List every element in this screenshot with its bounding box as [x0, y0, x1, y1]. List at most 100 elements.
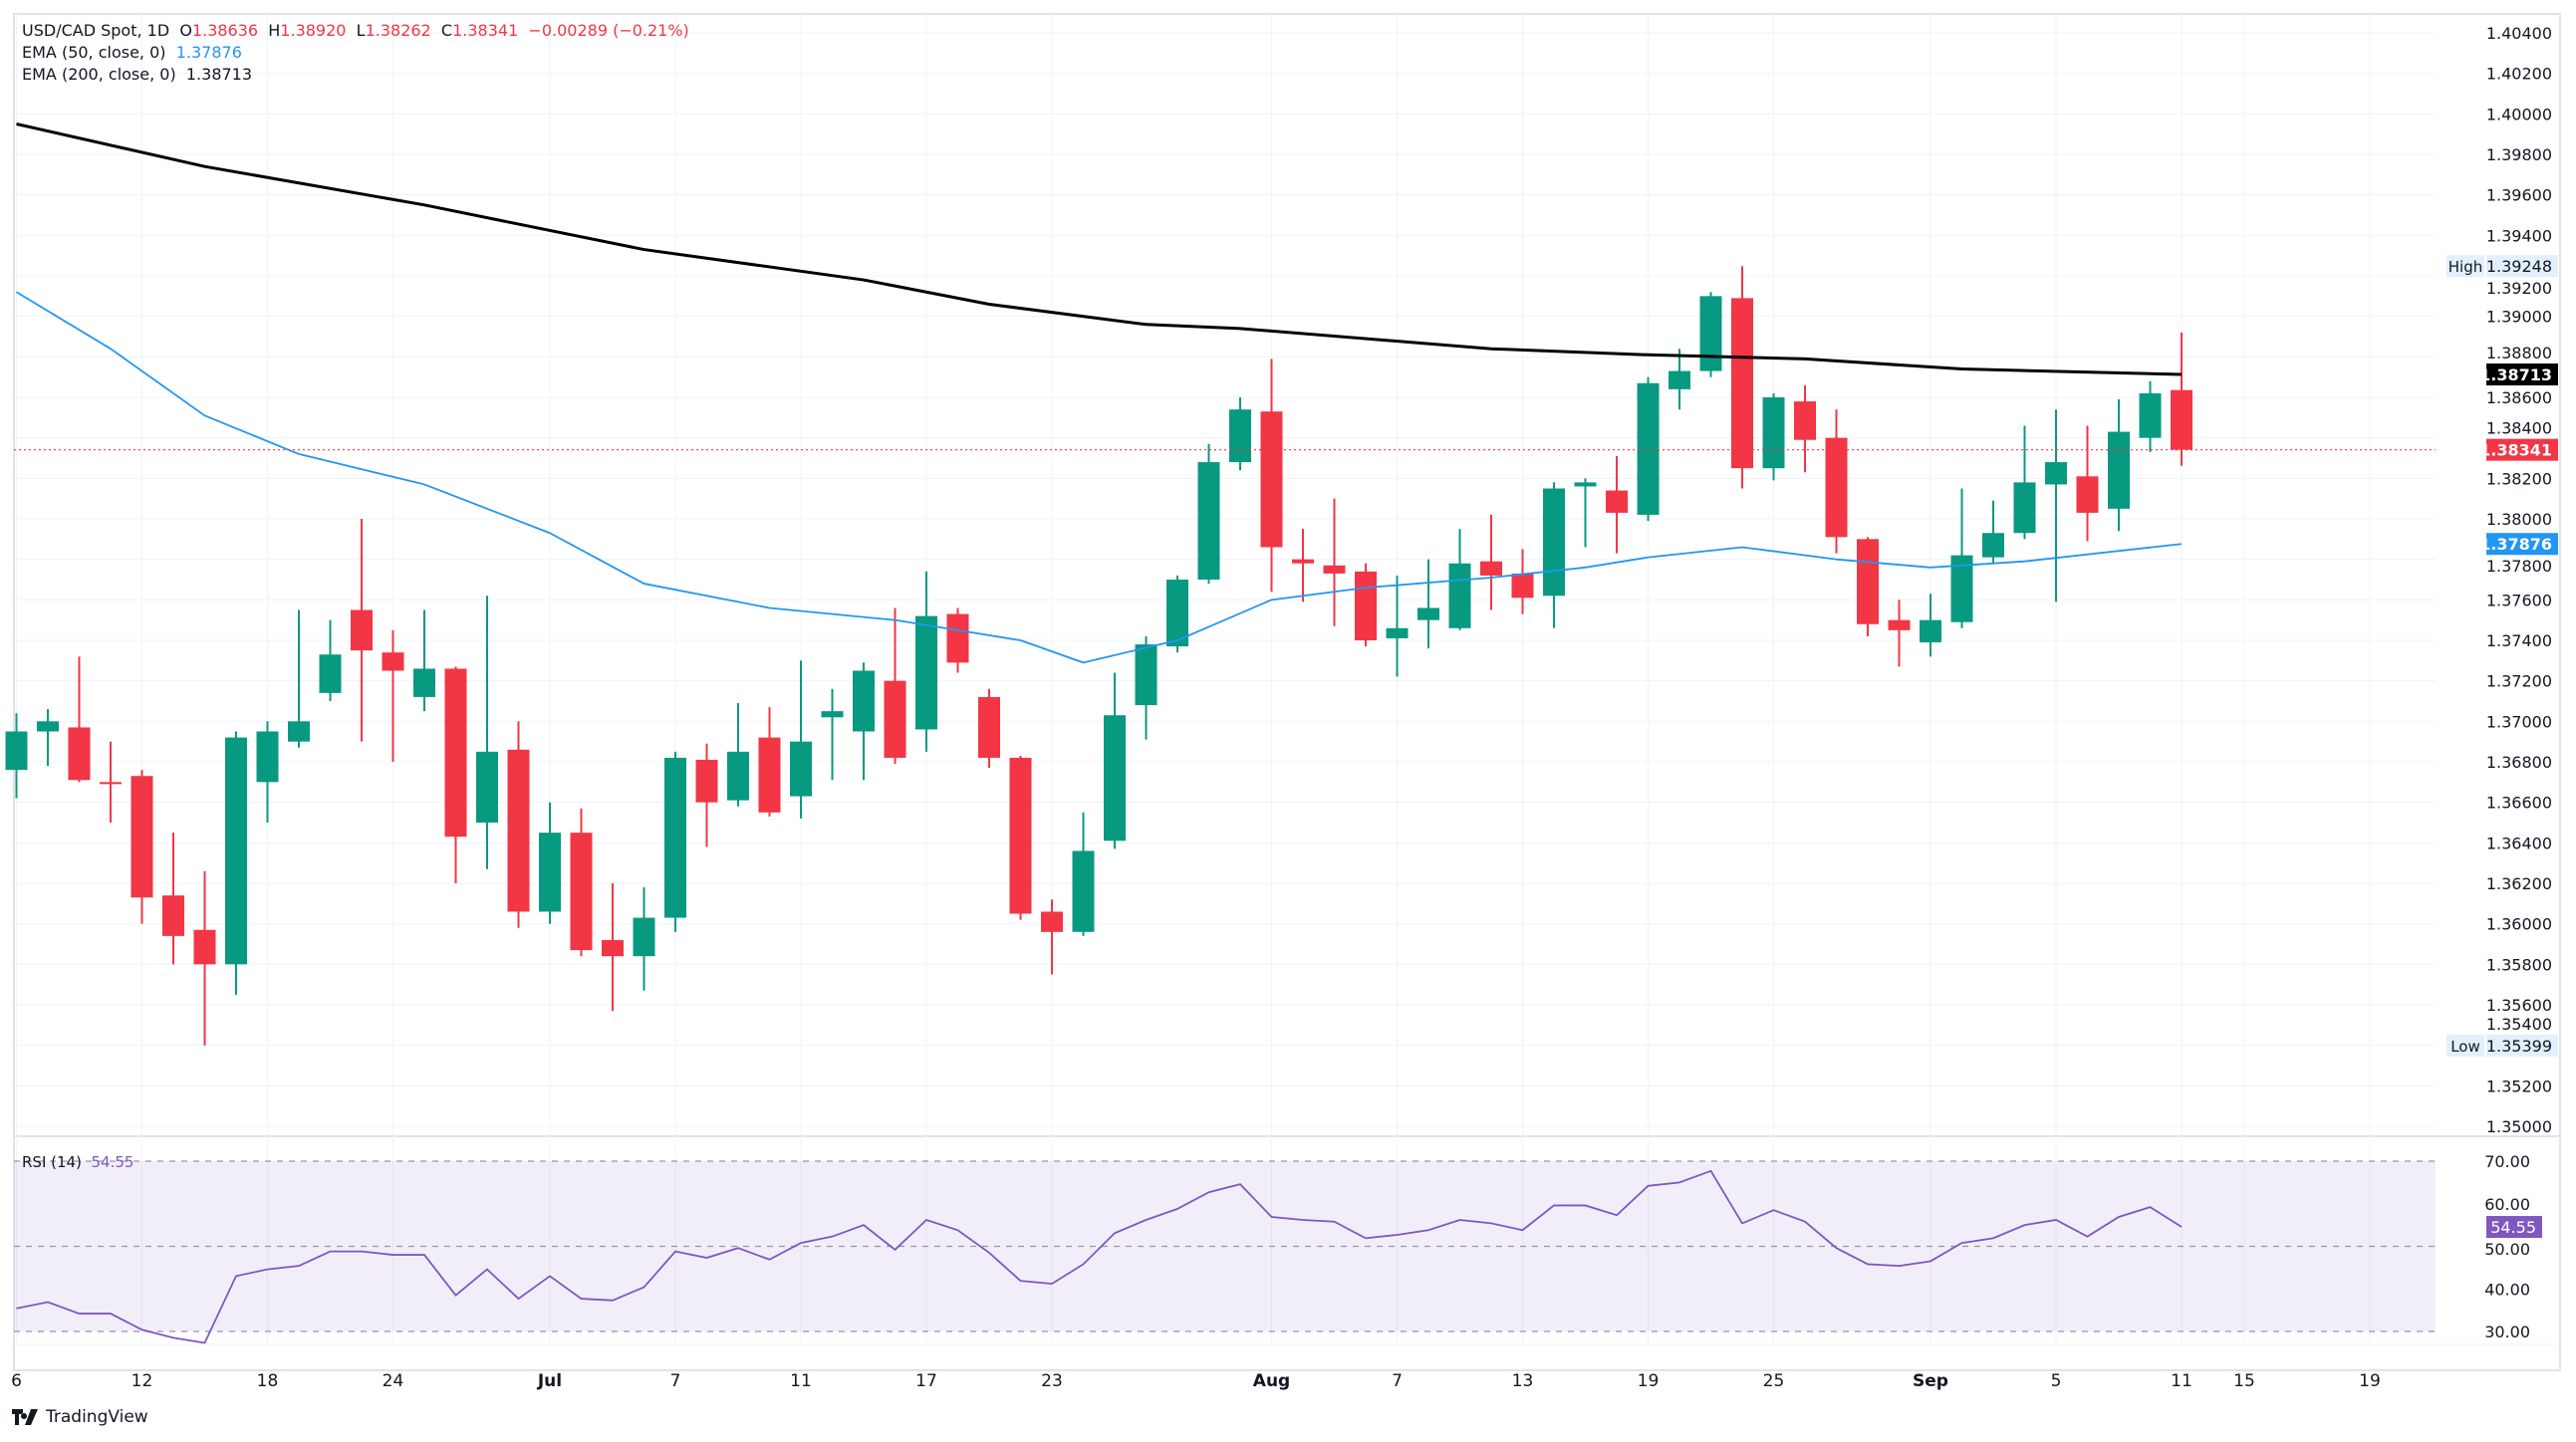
candle-body — [130, 776, 153, 898]
rsi-badge-bg — [2486, 1216, 2542, 1239]
candle-body — [946, 613, 969, 663]
candle — [790, 660, 812, 819]
candle-body — [1292, 559, 1314, 564]
candle-body — [1386, 627, 1409, 638]
candle — [821, 688, 844, 781]
candle — [2013, 425, 2036, 540]
candle — [1699, 292, 1722, 377]
candle-body — [444, 668, 467, 838]
time-tick-label: 24 — [383, 1371, 404, 1391]
candle — [1041, 899, 1063, 975]
rsi-pane — [14, 1160, 2436, 1344]
candle-body — [1072, 850, 1095, 932]
candle-body — [2108, 431, 2130, 509]
candle-body — [1417, 607, 1439, 620]
candle-body — [225, 737, 247, 965]
price-badge-bg — [2486, 438, 2558, 461]
low-marker-value: 1.35399 — [2486, 1037, 2552, 1056]
candle — [1386, 575, 1409, 677]
time-tick-label: 15 — [2233, 1371, 2255, 1391]
low-marker-label-bg — [2447, 1034, 2484, 1057]
candle — [2076, 425, 2099, 542]
rsi-tick-label: 70.00 — [2484, 1152, 2530, 1171]
time-tick-label: 19 — [2359, 1371, 2381, 1391]
candle-body — [1323, 565, 1346, 574]
close-value: 1.38341 — [452, 21, 519, 40]
candle — [1543, 482, 1565, 628]
candle — [162, 833, 184, 965]
candle — [5, 713, 28, 799]
candle-body — [1009, 757, 1032, 914]
ema200-line — [16, 122, 2183, 376]
candle-body — [5, 731, 28, 771]
ema200-value: 1.38713 — [185, 65, 253, 84]
candle — [1606, 455, 1628, 554]
candle-body — [1260, 411, 1283, 548]
candle-body — [1699, 296, 1722, 371]
candle-body — [1041, 911, 1063, 932]
candle-body — [1857, 539, 1879, 624]
candle-body — [821, 711, 844, 718]
candle-body — [1825, 437, 1848, 538]
rsi-value: 54.55 — [91, 1153, 134, 1171]
candle — [853, 662, 875, 781]
tradingview-logo[interactable]: TradingView — [12, 1407, 148, 1427]
candle — [1104, 672, 1126, 849]
candle-body — [476, 751, 498, 823]
price-axis[interactable]: 1.40400 1.40200 1.40000 1.39800 1.39600 1.394… — [2447, 24, 2558, 1341]
candle-body — [2171, 389, 2192, 450]
candle — [2045, 409, 2067, 602]
candle-body — [413, 668, 435, 697]
candle-body — [351, 609, 373, 651]
candle — [884, 607, 906, 765]
candle-body — [790, 741, 812, 797]
candle — [1731, 266, 1753, 489]
candle — [915, 571, 937, 752]
ema200-legend: EMA (200, close, 0) 1.38713 — [22, 64, 689, 86]
candle — [539, 802, 561, 924]
candle-body — [1355, 571, 1377, 640]
price-tick-label: 1.35600 — [2486, 996, 2552, 1015]
candle-body — [1606, 490, 1628, 513]
candle-body — [758, 737, 781, 813]
price-tick-label: 1.39200 — [2486, 279, 2552, 298]
candle — [1637, 376, 1660, 522]
high-marker-value: 1.39248 — [2486, 257, 2552, 276]
candle-body — [507, 749, 530, 912]
time-tick-label: 19 — [1638, 1371, 1660, 1391]
rsi-tick-label: 30.00 — [2484, 1322, 2530, 1341]
candles — [5, 266, 2192, 1046]
ema50-line — [16, 291, 2183, 664]
close-label: C — [440, 21, 453, 40]
time-tick-label: 11 — [2171, 1371, 2192, 1391]
time-tick-label: 7 — [1392, 1371, 1403, 1391]
price-badge: 1.38713 — [2479, 365, 2552, 384]
candle — [1229, 397, 1251, 471]
price-tick-label: 1.36600 — [2486, 794, 2552, 813]
time-tick-label: 7 — [670, 1371, 681, 1391]
candle-body — [37, 721, 59, 732]
candle — [2139, 380, 2162, 452]
candle-body — [1982, 533, 2004, 558]
price-tick-label: 1.39800 — [2486, 145, 2552, 164]
candle — [1417, 559, 1439, 649]
time-tick-label: Jul — [537, 1371, 562, 1391]
candle-body — [1920, 619, 1941, 643]
candle-body — [100, 782, 122, 785]
candle — [1762, 392, 1785, 481]
chart-legend: USD/CAD Spot, 1D O1.38636 H1.38920 L1.38… — [22, 20, 689, 86]
candle-body — [915, 615, 937, 730]
price-tick-label: 1.40000 — [2486, 105, 2552, 123]
high-label: H — [268, 21, 281, 40]
candle — [351, 519, 373, 742]
price-tick-label: 1.36200 — [2486, 874, 2552, 893]
candle — [1292, 529, 1314, 602]
price-tick-label: 1.37800 — [2486, 557, 2552, 576]
time-axis[interactable]: 6 12 18 24 Jul 7 11 17 23 Aug 7 13 19 25 Sep 5 11 15 19 — [11, 1371, 2381, 1391]
candle-body — [978, 696, 1000, 758]
candle — [664, 751, 686, 932]
candle — [1260, 359, 1283, 593]
candle — [319, 619, 342, 701]
candle — [382, 629, 404, 762]
